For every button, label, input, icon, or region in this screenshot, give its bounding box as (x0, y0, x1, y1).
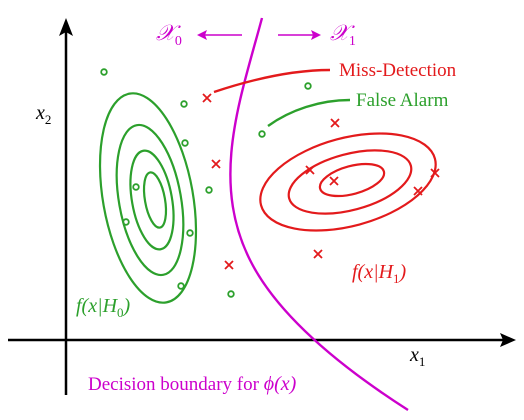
h0-contour-outer (98, 92, 198, 304)
h0-sample (180, 100, 188, 108)
h0-sample (122, 218, 130, 226)
h1-sample (329, 176, 339, 186)
h1-sample (330, 118, 340, 128)
density-h0-close: ) (123, 295, 131, 317)
density-h1-contours (259, 132, 437, 232)
h0-sample (186, 229, 194, 237)
h0-contour-mid (115, 123, 185, 277)
density-h0-main: f(x|H (76, 295, 119, 317)
decision-boundary-caption-func: ϕ(x) (264, 373, 297, 395)
h1-sample (305, 165, 315, 175)
decision-boundary-caption-text: Decision boundary for (88, 374, 264, 395)
density-h0-sub: 0 (117, 305, 124, 320)
miss-detection-label: Miss-Detection (339, 60, 457, 81)
h1-contour-mid (287, 149, 413, 215)
h0-sample (258, 130, 266, 138)
h1-sample (224, 260, 234, 270)
region-x1-arrowhead (311, 30, 321, 40)
decision-boundary-curve (229, 17, 409, 412)
false-alarm-leader (267, 98, 351, 127)
density-h1-main: f(x|H (352, 261, 395, 283)
density-h0-contours (98, 92, 198, 304)
y-axis-arrowhead (59, 18, 73, 36)
h0-sample (132, 183, 140, 191)
region-x0-sub: 0 (175, 34, 182, 49)
h0-sample (304, 82, 312, 90)
region-x1-label: 𝒳1 (330, 20, 356, 49)
h1-sample (202, 93, 212, 103)
h0-sample (177, 282, 185, 290)
y-axis-label-sub: 2 (45, 112, 52, 127)
h1-sample (211, 159, 221, 169)
density-h1-label: f(x|H1) (352, 261, 407, 286)
false-alarm-label: False Alarm (356, 90, 449, 111)
y-axis-label: x2 (35, 102, 51, 127)
region-x0-label: 𝒳0 (156, 20, 182, 49)
h0-sample (227, 290, 235, 298)
h0-contour-inner (142, 171, 168, 229)
h0-samples (100, 68, 312, 298)
h0-contour-inner2 (129, 149, 175, 251)
h1-sample (313, 249, 323, 259)
y-axis-label-main: x (35, 102, 45, 124)
miss-detection-leader (213, 68, 331, 94)
region-labels: 𝒳0 𝒳1 (156, 20, 356, 49)
h1-sample (430, 168, 440, 178)
h1-sample (413, 186, 423, 196)
h1-contour-inner (318, 162, 386, 198)
density-h0-label: f(x|H0) (76, 295, 131, 320)
h0-sample (100, 68, 108, 76)
density-h1-close: ) (399, 261, 407, 283)
density-h1-sub: 1 (393, 271, 400, 286)
region-x1-sub: 1 (349, 34, 356, 49)
region-x0-arrowhead (197, 30, 207, 40)
x-axis-label-main: x (409, 344, 419, 366)
decision-boundary-caption: Decision boundary for ϕ(x) (88, 373, 297, 395)
x-axis-label: x1 (409, 344, 425, 369)
axes: x2 x1 (8, 18, 516, 395)
h0-sample (205, 186, 213, 194)
h1-samples (202, 93, 440, 270)
h1-contour-outer (259, 132, 437, 232)
h0-sample (181, 139, 189, 147)
x-axis-label-sub: 1 (419, 354, 426, 369)
x-axis-arrowhead (500, 333, 516, 347)
